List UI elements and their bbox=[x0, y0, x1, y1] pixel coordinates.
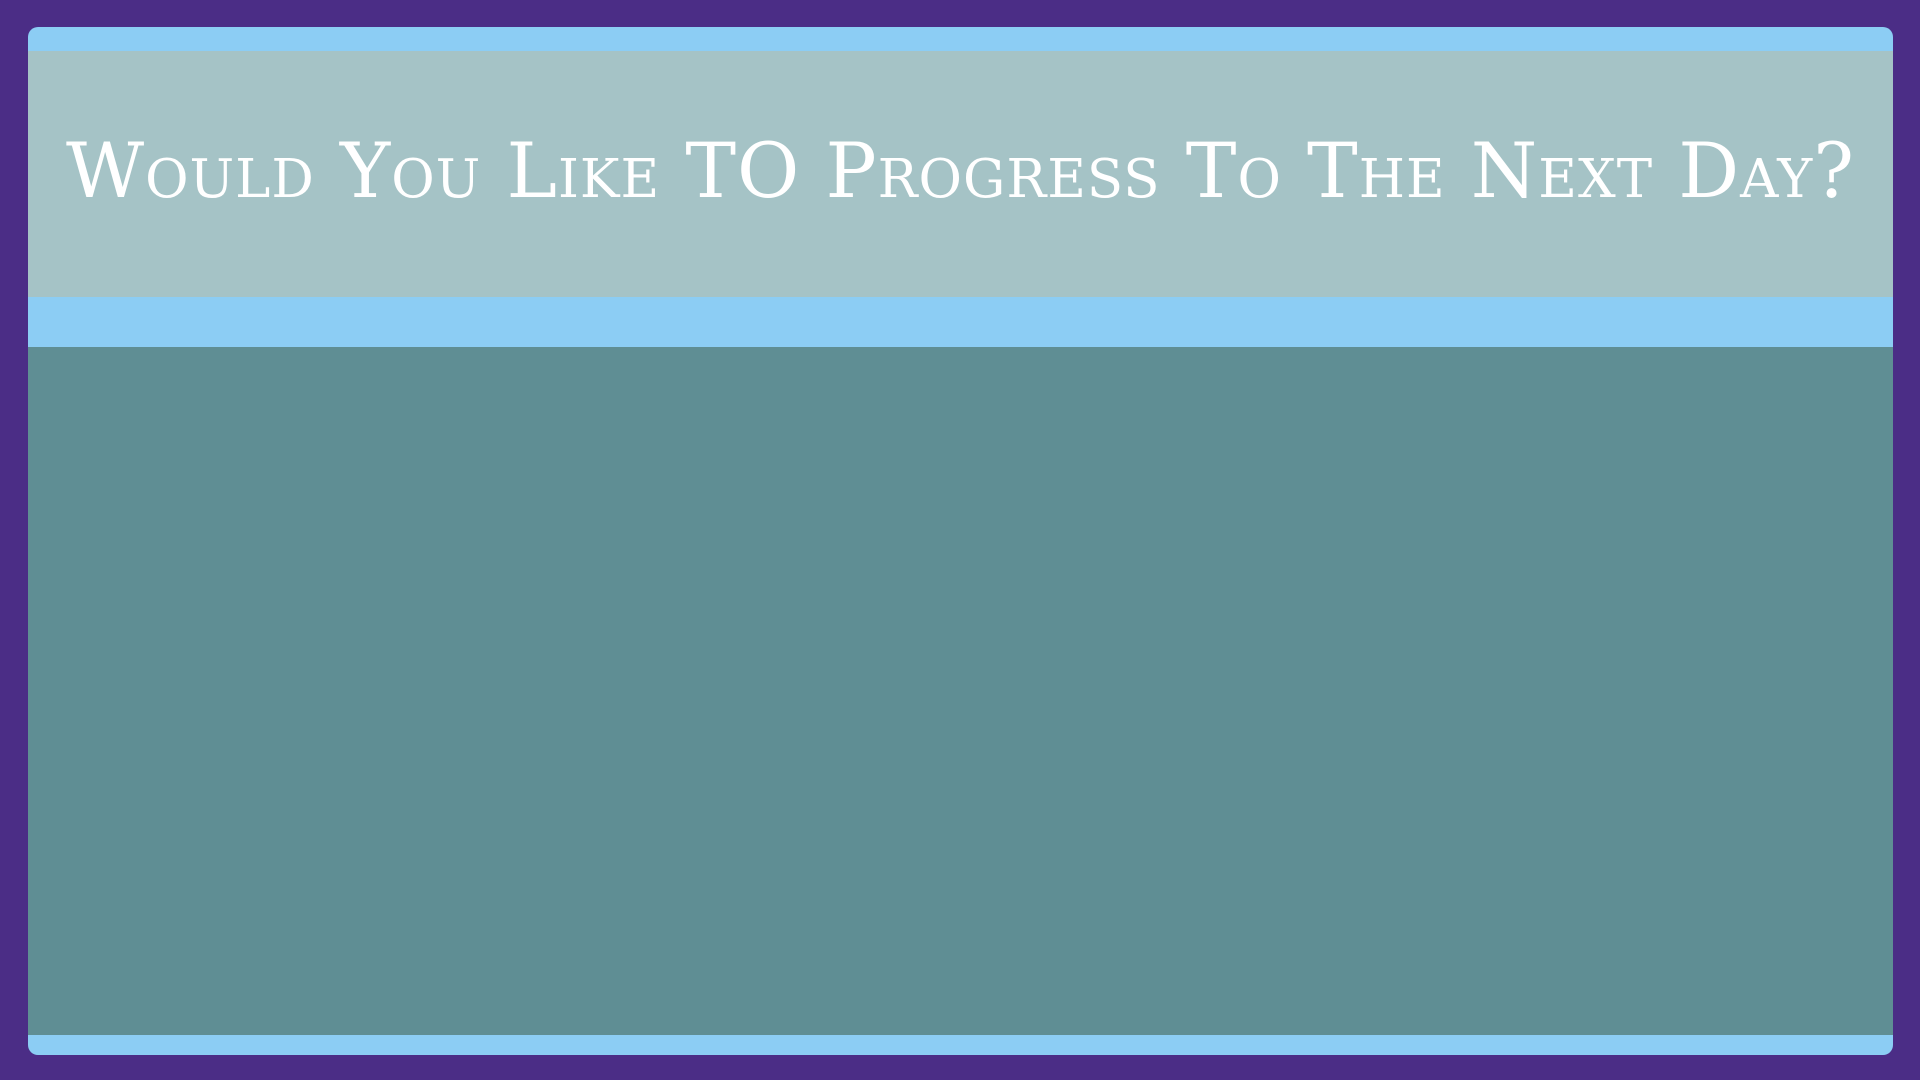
dialog-title: Would You Like TO Progress To The Next D… bbox=[65, 126, 1856, 215]
dialog-content-panel bbox=[28, 347, 1893, 1035]
title-banner: Would You Like TO Progress To The Next D… bbox=[28, 51, 1893, 297]
next-day-dialog: Would You Like TO Progress To The Next D… bbox=[28, 27, 1893, 1055]
